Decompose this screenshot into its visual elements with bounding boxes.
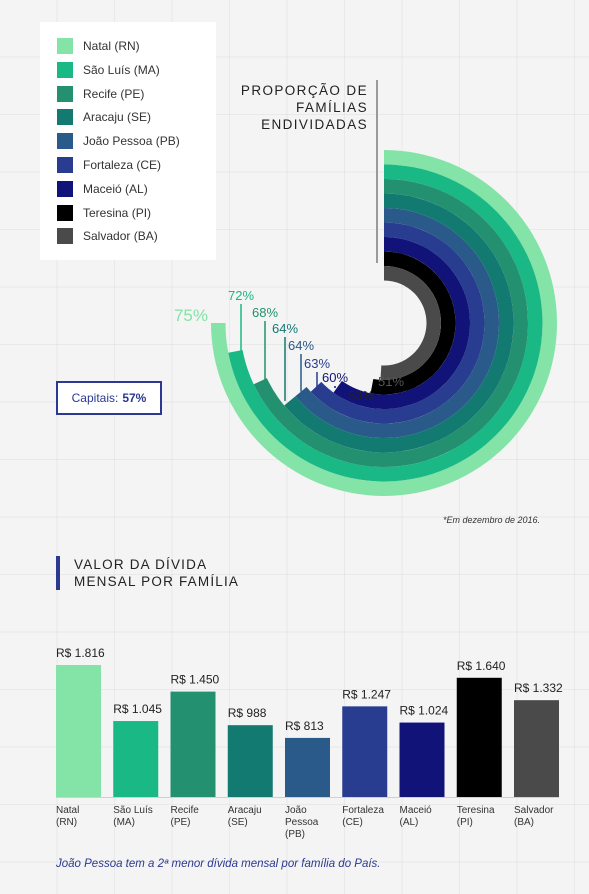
legend-label: Aracaju (SE) — [83, 110, 152, 125]
legend-swatch — [57, 180, 73, 197]
radial-value-label: 75% — [174, 306, 208, 325]
legend-swatch — [57, 157, 73, 173]
bar-value-label: R$ 1.247 — [342, 687, 391, 701]
legend-swatch — [57, 38, 73, 54]
bar-category-label: São Luís (MA) — [113, 805, 152, 828]
legend-swatch — [57, 228, 73, 245]
bar — [399, 722, 445, 797]
legend-item: João Pessoa (PB) — [57, 132, 180, 150]
legend-swatch — [57, 85, 73, 102]
bar — [285, 737, 330, 797]
capitais-badge: Capitais: 57% — [56, 381, 162, 415]
legend-label: Salvador (BA) — [83, 229, 158, 244]
legend-item: Recife (PE) — [57, 85, 144, 103]
legend-label: Maceió (AL) — [83, 181, 148, 196]
legend: Natal (RN) São Luís (MA) Recife (PE) Aracaj… — [40, 22, 216, 260]
legend-label: Fortaleza (CE) — [83, 158, 162, 172]
legend-swatch — [57, 204, 73, 221]
bar-category-label: Teresina (PI) — [457, 805, 495, 828]
bar-value-label: R$ 1.024 — [400, 704, 449, 718]
radial-chart-title: PROPORÇÃO DE FAMÍLIAS ENDIVIDADAS — [240, 83, 368, 132]
bar-footer-note: João Pessoa tem a 2ª menor dívida mensal… — [56, 858, 381, 870]
radial-value-label: 72% — [228, 288, 254, 303]
radial-value-label: 64% — [288, 338, 314, 353]
bar-value-label: R$ 1.640 — [457, 659, 506, 673]
radial-bar-segment — [295, 208, 499, 438]
capitais-label: Capitais: — [71, 391, 119, 405]
legend-label: São Luís (MA) — [83, 62, 160, 77]
bar — [227, 725, 273, 797]
bar-value-label: R$ 1.450 — [171, 673, 220, 687]
legend-swatch — [57, 133, 73, 150]
bar — [456, 677, 502, 797]
bar — [514, 700, 559, 797]
bar-value-label: R$ 1.045 — [113, 702, 162, 716]
bar-value-label: R$ 1.332 — [514, 681, 563, 695]
radial-bar-segment — [284, 193, 514, 453]
legend-item: Fortaleza (CE) — [57, 156, 161, 174]
bar — [113, 721, 159, 797]
legend-label: Teresina (PI) — [83, 205, 152, 220]
bar — [342, 706, 388, 797]
bar — [170, 691, 216, 797]
bar-category-label: Maceió (AL) — [400, 805, 433, 828]
bar-category-label: Recife (PE) — [171, 805, 200, 828]
radial-value-label: 51% — [378, 374, 404, 389]
radial-value-label: 53% — [348, 388, 374, 403]
legend-label: Natal (RN) — [83, 39, 140, 53]
legend-item: São Luís (MA) — [57, 61, 160, 79]
legend-item: Aracaju (SE) — [57, 108, 151, 126]
title-divider-line — [376, 80, 378, 263]
bar-chart: R$ 1.816 Natal (RN) R$ 1.045 São Luís (MA) R$ … — [56, 646, 563, 840]
bar-value-label: R$ 988 — [228, 706, 267, 720]
footnote: *Em dezembro de 2016. — [442, 515, 540, 525]
bar-category-label: João Pessoa (PB) — [285, 805, 319, 840]
bar — [56, 665, 101, 797]
legend-item: Salvador (BA) — [57, 227, 158, 245]
radial-bar-chart: 75%72%68%64%64%63%60%53%51% — [174, 150, 557, 496]
legend-item: Natal (RN) — [57, 37, 140, 55]
radial-bar-segment — [333, 237, 470, 409]
bar-value-label: R$ 1.816 — [56, 646, 105, 660]
bar-category-label: Fortaleza (CE) — [342, 805, 384, 828]
bar-chart-title: VALOR DA DÍVIDA MENSAL POR FAMÍLIA — [74, 557, 240, 589]
bar-title-accent — [56, 556, 60, 590]
legend-item: Teresina (PI) — [57, 204, 151, 222]
bar-value-label: R$ 813 — [285, 719, 324, 733]
bar-category-label: Natal (RN) — [56, 805, 79, 828]
legend-item: Maceió (AL) — [57, 180, 148, 198]
bar-category-label: Aracaju (SE) — [228, 805, 262, 828]
bar-category-label: Salvador (BA) — [514, 805, 554, 828]
radial-bar-segment — [380, 266, 441, 380]
radial-value-label: 63% — [304, 356, 330, 371]
legend-swatch — [57, 109, 73, 126]
radial-value-label: 60% — [322, 370, 348, 385]
radial-value-label: 68% — [252, 305, 278, 320]
capitais-value: 57% — [122, 391, 147, 405]
legend-swatch — [57, 61, 73, 78]
legend-label: Recife (PE) — [83, 86, 145, 101]
legend-label: João Pessoa (PB) — [83, 134, 180, 149]
radial-bar-segment — [310, 222, 485, 424]
radial-value-label: 64% — [272, 321, 298, 336]
radial-bar-segment — [370, 251, 456, 395]
